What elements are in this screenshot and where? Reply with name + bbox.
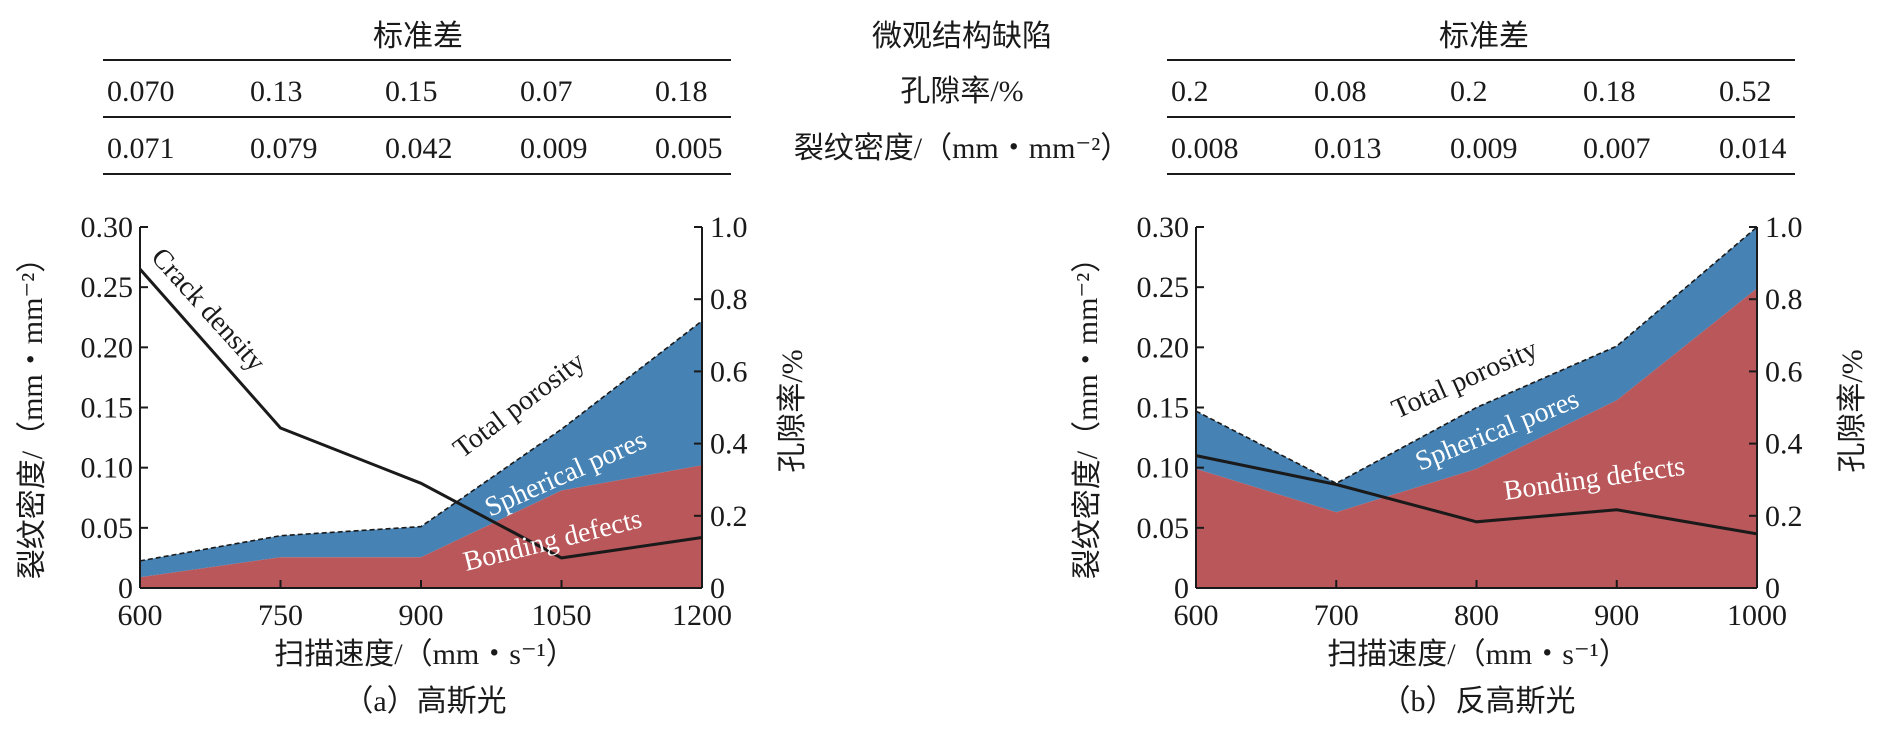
- y-tick-label: 0.20: [81, 331, 134, 364]
- chart-a-y-axis-title: 裂纹密度/（mm・mm⁻²）: [16, 243, 49, 580]
- left-cell: 0.07: [520, 75, 573, 108]
- chart-inverse-gaussian: 600 700 800 900 100000.050.100.150.200.250.3…: [1071, 211, 1869, 718]
- right-cell: 0.52: [1719, 75, 1772, 108]
- left-cell: 0.009: [520, 132, 588, 165]
- line-total-porosity: [1195, 226, 1758, 485]
- y-tick-label: 0.10: [81, 452, 134, 485]
- y-tick-label: 0: [1174, 572, 1189, 605]
- x-tick-label: 600: [118, 599, 163, 632]
- left-cell: 0.15: [385, 75, 438, 108]
- y2-tick-label: 0.4: [1765, 428, 1803, 461]
- chart-b-x-axis-title: 扫描速度/（mm・s⁻¹）: [1327, 638, 1629, 671]
- right-cell: 0.007: [1583, 132, 1651, 165]
- row-label-crack-density: 裂纹密度/（mm・mm⁻²）: [794, 132, 1131, 165]
- left-cell: 0.18: [655, 75, 708, 108]
- x-tick-label: 1050: [532, 599, 592, 632]
- y2-tick-label: 1.0: [1765, 211, 1803, 244]
- chart-b-y-axis-title: 裂纹密度/（mm・mm⁻²）: [1071, 243, 1104, 580]
- y-tick-label: 0.30: [81, 211, 134, 244]
- area-spherical-pores: [1196, 227, 1757, 513]
- y2-tick-label: 0.8: [1765, 283, 1803, 316]
- left-cell: 0.042: [385, 132, 453, 165]
- left-cell: 0.005: [655, 132, 723, 165]
- x-tick-label: 1000: [1727, 599, 1787, 632]
- y2-tick-label: 0: [710, 572, 725, 605]
- y-tick-label: 0.15: [81, 392, 134, 425]
- right-cell: 0.009: [1450, 132, 1518, 165]
- right-cell: 0.18: [1583, 75, 1636, 108]
- y2-tick-label: 0.2: [1765, 500, 1803, 533]
- row-label-porosity: 孔隙率/%: [900, 75, 1023, 108]
- y2-tick-label: 0.2: [710, 500, 748, 533]
- stats-tables: 标准差 微观结构缺陷 标准差 孔隙率/% 裂纹密度/（mm・mm⁻²） 0.07…: [103, 20, 1795, 175]
- y2-tick-label: 0.4: [710, 428, 748, 461]
- y-tick-label: 0.20: [1137, 331, 1190, 364]
- middle-table-header: 微观结构缺陷: [872, 20, 1052, 53]
- y-tick-label: 0.25: [1137, 271, 1190, 304]
- y-tick-label: 0.15: [1137, 392, 1190, 425]
- chart-b-y2-axis-title: 孔隙率/%: [1836, 349, 1869, 472]
- series-label-crack-density: Crack density: [145, 242, 272, 378]
- x-tick-label: 900: [399, 599, 444, 632]
- y-tick-label: 0.05: [81, 512, 134, 545]
- x-tick-label: 750: [258, 599, 303, 632]
- right-cell: 0.008: [1171, 132, 1239, 165]
- y2-tick-label: 0.6: [1765, 355, 1803, 388]
- right-cell: 0.2: [1450, 75, 1488, 108]
- right-cell: 0.08: [1314, 75, 1367, 108]
- x-tick-label: 900: [1594, 599, 1639, 632]
- y-tick-label: 0.10: [1137, 452, 1190, 485]
- x-tick-label: 700: [1314, 599, 1359, 632]
- left-cell: 0.071: [107, 132, 175, 165]
- right-cell: 0.013: [1314, 132, 1382, 165]
- line-crack-density: [138, 268, 703, 560]
- right-cell: 0.014: [1719, 132, 1787, 165]
- left-cell: 0.070: [107, 75, 175, 108]
- chart-a-marks: [138, 268, 703, 588]
- chart-a-x-axis-title: 扫描速度/（mm・s⁻¹）: [274, 638, 576, 671]
- chart-b-axes: 600 700 800 900 100000.050.100.150.200.250.3…: [1137, 211, 1803, 632]
- y-tick-label: 0.05: [1137, 512, 1190, 545]
- right-table-header: 标准差: [1439, 20, 1529, 53]
- line-crack-density: [1195, 454, 1758, 536]
- chart-b-marks: [1195, 226, 1758, 588]
- y-tick-label: 0.25: [81, 271, 134, 304]
- y-tick-label: 0: [118, 572, 133, 605]
- y2-tick-label: 0: [1765, 572, 1780, 605]
- y2-tick-label: 0.8: [710, 283, 748, 316]
- left-table-header: 标准差: [373, 20, 463, 53]
- y2-tick-label: 0.6: [710, 355, 748, 388]
- y2-tick-label: 1.0: [710, 211, 748, 244]
- chart-b-subtitle: （b）反高斯光: [1381, 685, 1576, 718]
- left-cell: 0.079: [250, 132, 318, 165]
- area-bonding-defects: [1196, 288, 1757, 588]
- right-cell: 0.2: [1171, 75, 1209, 108]
- y-tick-label: 0.30: [1137, 211, 1190, 244]
- left-cell: 0.13: [250, 75, 303, 108]
- chart-a-axes: 600 750 900 1050 120000.050.100.150.200.250.…: [81, 211, 748, 632]
- line-total-porosity: [139, 320, 703, 562]
- chart-a-y2-axis-title: 孔隙率/%: [776, 349, 809, 472]
- x-tick-label: 1200: [672, 599, 732, 632]
- x-tick-label: 800: [1454, 599, 1499, 632]
- chart-a-subtitle: （a）高斯光: [343, 685, 506, 718]
- chart-gaussian: 600 750 900 1050 120000.050.100.150.200.250.…: [16, 211, 809, 718]
- x-tick-label: 600: [1174, 599, 1219, 632]
